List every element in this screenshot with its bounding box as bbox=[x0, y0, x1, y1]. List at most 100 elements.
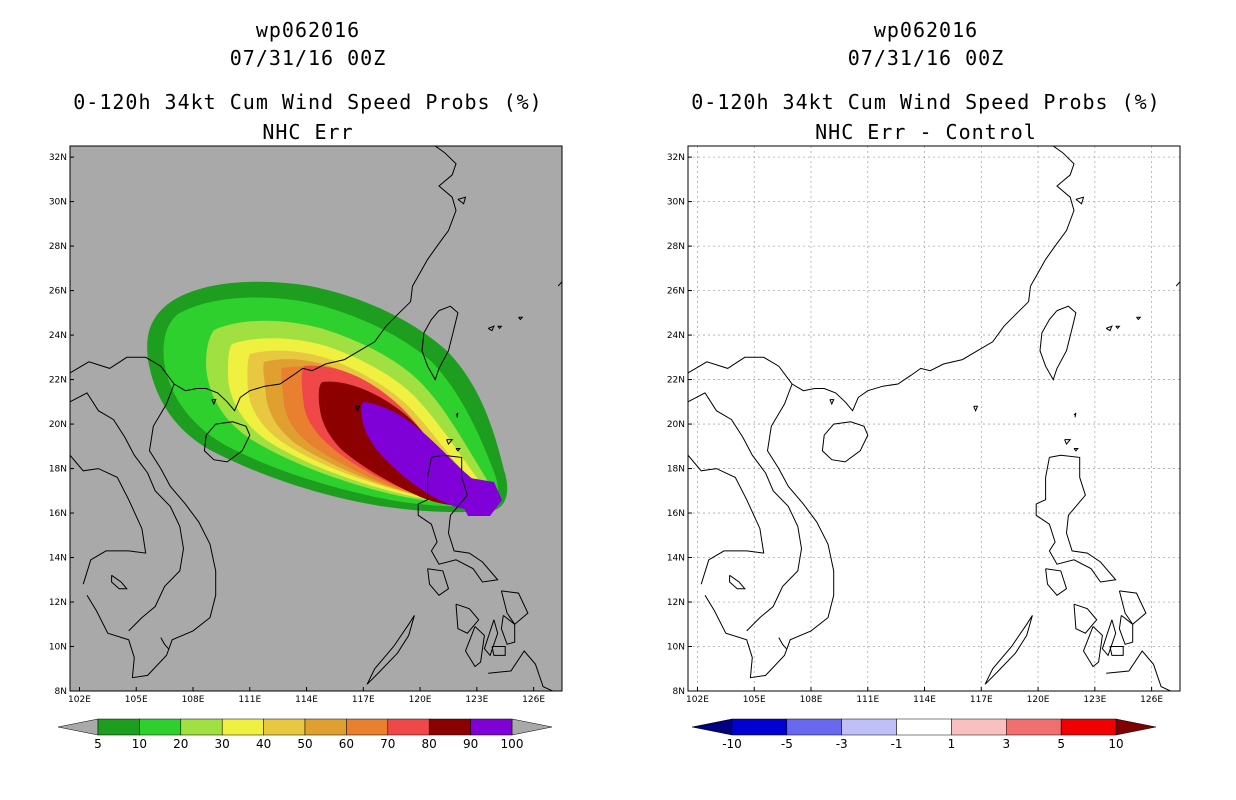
colorbar-extend-high bbox=[511, 718, 553, 736]
lake-tonle-sap bbox=[111, 574, 128, 590]
colorbar-label: 40 bbox=[256, 737, 271, 751]
border-inland-b bbox=[688, 454, 765, 585]
x-tick-label: 123E bbox=[465, 695, 488, 705]
x-tick-label: 123E bbox=[1083, 695, 1106, 705]
island-mindoro bbox=[1045, 568, 1068, 596]
island-coast-a bbox=[778, 637, 787, 650]
right-gridlines bbox=[688, 146, 1180, 691]
colorbar-swatch bbox=[896, 718, 952, 736]
colorbar-label: 20 bbox=[173, 737, 188, 751]
island-ryukyu-b bbox=[1115, 325, 1121, 330]
y-tick-label: 32N bbox=[667, 153, 685, 163]
colorbar-swatch bbox=[263, 718, 306, 736]
y-tick-label: 26N bbox=[49, 287, 67, 297]
colorbar-label: 1 bbox=[948, 737, 956, 751]
colorbar-label: 30 bbox=[215, 737, 230, 751]
island-ryukyu-d bbox=[1136, 316, 1142, 321]
right-axis-ticks: 102E 105E 108E 111E 114E 117E 120E 123E 126E 8N 10… bbox=[667, 153, 1164, 705]
island-camiguin bbox=[455, 448, 461, 452]
y-tick-label: 28N bbox=[49, 242, 67, 252]
colorbar-swatch bbox=[951, 718, 1007, 736]
y-tick-label: 22N bbox=[667, 376, 685, 386]
y-tick-label: 16N bbox=[667, 509, 685, 519]
right-map-panel: 102E 105E 108E 111E 114E 117E 120E 123E 126E 8N 10… bbox=[667, 145, 1181, 705]
y-tick-label: 18N bbox=[49, 465, 67, 475]
swath-band-90 bbox=[361, 402, 499, 511]
left-colorbar: 5 10 20 30 40 50 60 70 80 90 100 bbox=[57, 718, 553, 751]
left-datetime: 07/31/16 00Z bbox=[229, 46, 387, 70]
island-cebu bbox=[1101, 619, 1117, 657]
colorbar-swatch bbox=[786, 718, 842, 736]
left-map-panel: 102E 105E 108E 111E 114E 117E 120E 123E 126E 8N 10… bbox=[49, 145, 563, 705]
x-tick-label: 126E bbox=[1140, 695, 1163, 705]
y-tick-label: 32N bbox=[49, 153, 67, 163]
x-tick-label: 108E bbox=[800, 695, 823, 705]
island-babuyan bbox=[446, 439, 454, 446]
y-tick-label: 24N bbox=[49, 331, 67, 341]
colorbar-swatch bbox=[1006, 718, 1062, 736]
colorbar-label: -10 bbox=[722, 737, 742, 751]
island-panay bbox=[455, 603, 480, 634]
island-samar bbox=[500, 590, 529, 626]
colorbar-label: -5 bbox=[781, 737, 793, 751]
y-tick-label: 12N bbox=[667, 598, 685, 608]
x-tick-label: 114E bbox=[295, 695, 318, 705]
y-tick-label: 14N bbox=[667, 554, 685, 564]
border-inland-a bbox=[70, 392, 185, 632]
y-tick-label: 16N bbox=[49, 509, 67, 519]
island-pratas bbox=[355, 405, 361, 412]
island-mindoro bbox=[427, 568, 450, 596]
island-palawan bbox=[984, 615, 1033, 685]
left-title: 0-120h 34kt Cum Wind Speed Probs (%) bbox=[73, 90, 543, 114]
y-tick-label: 18N bbox=[667, 465, 685, 475]
colorbar-label: 5 bbox=[94, 737, 102, 751]
colorbar-extend-low bbox=[691, 718, 733, 736]
island-ryukyu-c bbox=[1105, 325, 1113, 332]
colorbar-extend-low bbox=[57, 718, 99, 736]
x-tick-label: 111E bbox=[856, 695, 879, 705]
island-bohol bbox=[491, 646, 506, 656]
colorbar-swatch bbox=[139, 718, 182, 736]
right-title: 0-120h 34kt Cum Wind Speed Probs (%) bbox=[691, 90, 1161, 114]
y-tick-label: 26N bbox=[667, 287, 685, 297]
x-tick-label: 108E bbox=[182, 695, 205, 705]
island-camiguin bbox=[1073, 448, 1079, 452]
x-tick-label: 102E bbox=[68, 695, 91, 705]
island-leyte bbox=[500, 615, 516, 645]
colorbar-label: -3 bbox=[836, 737, 848, 751]
colorbar-label: 60 bbox=[339, 737, 354, 751]
island-luzon bbox=[1035, 454, 1117, 583]
island-ryukyu-c bbox=[487, 325, 495, 332]
x-tick-label: 117E bbox=[352, 695, 375, 705]
colorbar-label: 100 bbox=[501, 737, 524, 751]
x-tick-label: 120E bbox=[1027, 695, 1050, 705]
island-ryukyu-d bbox=[518, 316, 524, 321]
y-tick-label: 20N bbox=[49, 420, 67, 430]
y-tick-label: 28N bbox=[667, 242, 685, 252]
coast-vietnam bbox=[704, 383, 835, 679]
island-batanes bbox=[455, 412, 459, 418]
island-cebu bbox=[483, 619, 499, 657]
y-tick-label: 8N bbox=[673, 687, 685, 697]
left-map-frame bbox=[69, 145, 563, 692]
colorbar-swatch bbox=[428, 718, 471, 736]
lake-tonle-sap bbox=[729, 574, 746, 590]
colorbar-label: 50 bbox=[297, 737, 312, 751]
x-tick-label: 120E bbox=[409, 695, 432, 705]
colorbar-swatch bbox=[470, 718, 513, 736]
left-coastlines bbox=[70, 146, 562, 691]
island-hainan bbox=[203, 421, 251, 463]
island-leyte bbox=[1118, 615, 1134, 645]
right-coastlines bbox=[688, 146, 1180, 691]
right-colorbar: -10 -5 -3 -1 1 3 5 10 bbox=[691, 718, 1157, 751]
colorbar-swatch bbox=[387, 718, 430, 736]
island-zhoushan bbox=[1075, 196, 1085, 205]
island-weizhou bbox=[211, 399, 217, 406]
colorbar-swatch bbox=[1060, 718, 1117, 736]
colorbar-label: 3 bbox=[1002, 737, 1010, 751]
y-tick-label: 30N bbox=[667, 198, 685, 208]
colorbar-swatch bbox=[841, 718, 897, 736]
island-coast-a bbox=[160, 637, 169, 650]
left-subtitle: NHC Err bbox=[262, 120, 354, 144]
